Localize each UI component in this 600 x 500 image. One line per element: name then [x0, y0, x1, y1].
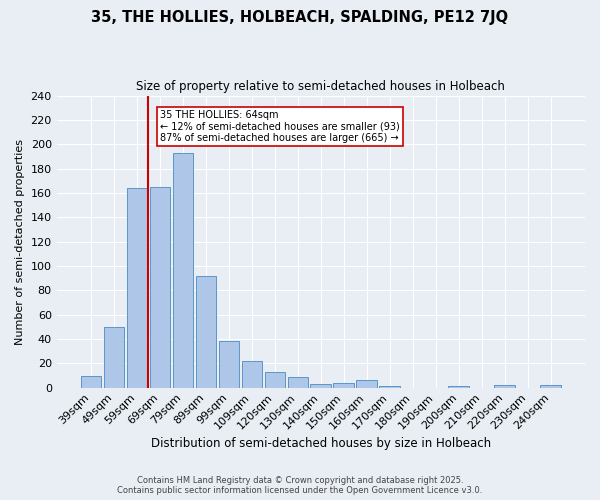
Y-axis label: Number of semi-detached properties: Number of semi-detached properties	[15, 138, 25, 344]
Bar	[494, 386, 515, 388]
Bar	[448, 386, 469, 388]
Bar	[149, 187, 170, 388]
Bar	[541, 386, 561, 388]
Text: 35 THE HOLLIES: 64sqm
← 12% of semi-detached houses are smaller (93)
87% of semi: 35 THE HOLLIES: 64sqm ← 12% of semi-deta…	[160, 110, 400, 144]
Bar	[242, 361, 262, 388]
Bar	[287, 376, 308, 388]
Bar	[379, 386, 400, 388]
Bar	[196, 276, 216, 388]
Bar	[218, 342, 239, 388]
Text: 35, THE HOLLIES, HOLBEACH, SPALDING, PE12 7JQ: 35, THE HOLLIES, HOLBEACH, SPALDING, PE1…	[91, 10, 509, 25]
Bar	[265, 372, 285, 388]
Text: Contains HM Land Registry data © Crown copyright and database right 2025.
Contai: Contains HM Land Registry data © Crown c…	[118, 476, 482, 495]
Bar	[173, 153, 193, 388]
Bar	[127, 188, 148, 388]
Bar	[310, 384, 331, 388]
Title: Size of property relative to semi-detached houses in Holbeach: Size of property relative to semi-detach…	[136, 80, 505, 93]
Bar	[104, 327, 124, 388]
Bar	[334, 383, 354, 388]
Bar	[80, 376, 101, 388]
X-axis label: Distribution of semi-detached houses by size in Holbeach: Distribution of semi-detached houses by …	[151, 437, 491, 450]
Bar	[356, 380, 377, 388]
